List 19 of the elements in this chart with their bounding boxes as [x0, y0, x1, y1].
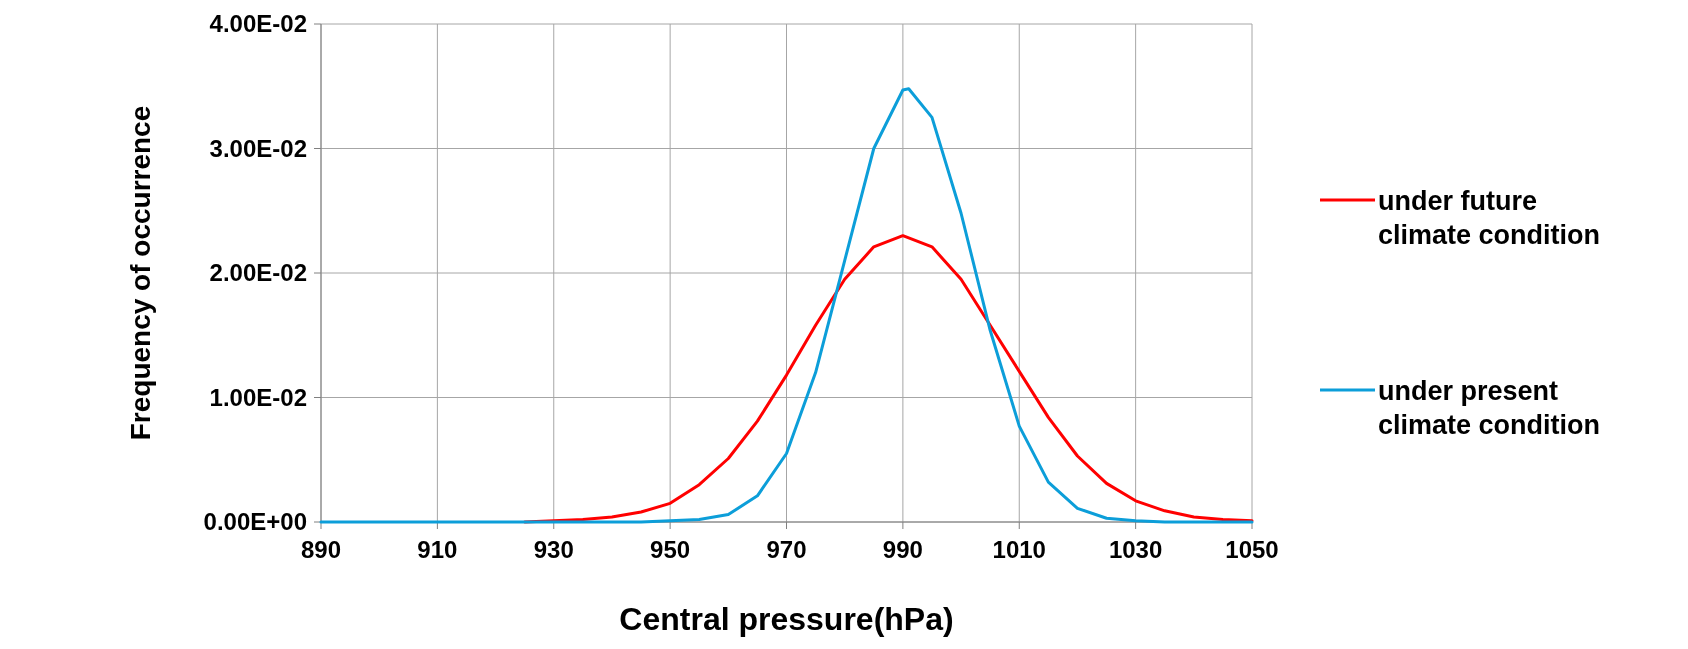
- x-tick-label: 1050: [1225, 536, 1279, 563]
- x-tick-label: 890: [300, 536, 342, 563]
- x-tick-label: 1030: [1108, 536, 1163, 563]
- legend-label: under future climate condition: [1378, 186, 1601, 250]
- y-tick-label: 1.00E-02: [209, 383, 307, 411]
- y-tick-label: 3.00E-02: [209, 134, 307, 162]
- x-tick-label: 950: [650, 536, 691, 563]
- x-tick-label: 1010: [992, 536, 1046, 563]
- y-axis-title: Frequency of occurrence: [125, 105, 156, 441]
- legend-label: under present climate condition: [1378, 376, 1601, 440]
- line-series: [523, 234, 1254, 524]
- x-tick-label: 970: [766, 536, 807, 563]
- x-tick-label: 990: [882, 536, 923, 563]
- x-axis-title: Central pressure(hPa): [619, 601, 954, 637]
- y-tick-label: 2.00E-02: [209, 259, 307, 287]
- x-tick-label: 930: [533, 536, 574, 563]
- x-tick-label: 910: [417, 536, 458, 563]
- y-tick-label: 0.00E+00: [203, 508, 307, 536]
- y-tick-label: 4.00E-02: [209, 10, 307, 38]
